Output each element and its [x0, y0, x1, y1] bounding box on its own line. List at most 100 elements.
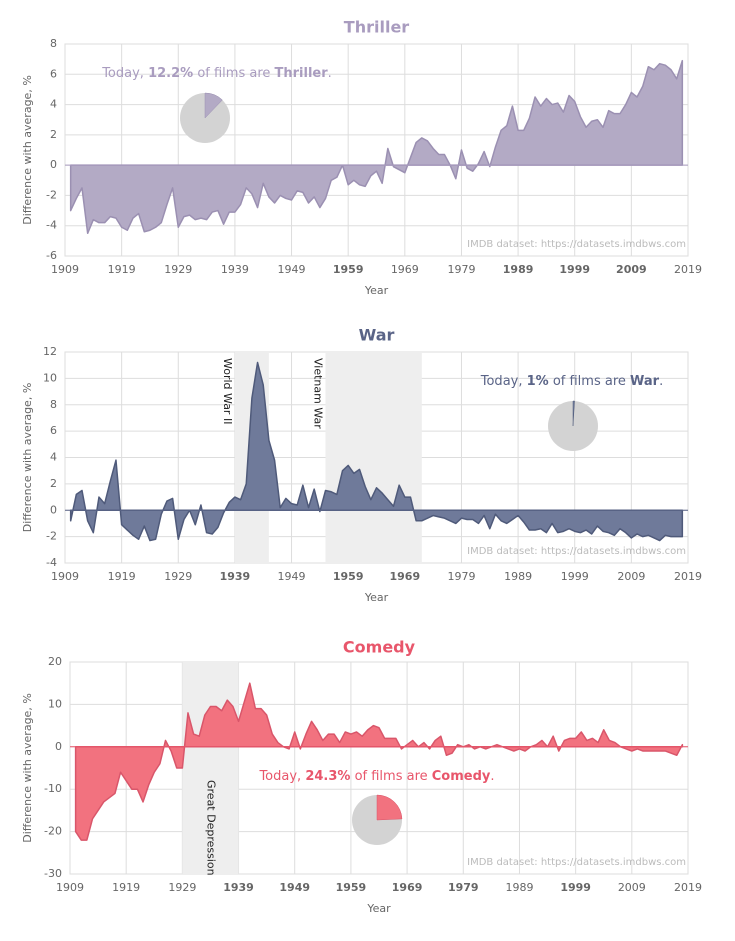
x-tick-label: 1949	[278, 570, 306, 583]
y-tick-label: 4	[50, 98, 57, 111]
x-tick-label: 2009	[617, 570, 645, 583]
y-tick-label: 2	[50, 477, 57, 490]
x-axis-label: Year	[364, 591, 389, 604]
plot-frame	[64, 43, 689, 257]
y-tick-label: -30	[44, 867, 62, 880]
x-tick-label: 1989	[505, 881, 533, 894]
y-axis-label: Difference with average, %	[21, 693, 34, 843]
x-tick-label: 1919	[108, 570, 136, 583]
note-part: Comedy	[432, 769, 491, 784]
x-tick-label: 1959	[333, 263, 364, 276]
pie-slice	[572, 400, 575, 427]
x-tick-label: 1909	[56, 881, 84, 894]
x-tick-label: 1909	[51, 570, 79, 583]
y-tick-label: 0	[55, 740, 62, 753]
x-tick-label: 1949	[279, 881, 310, 894]
y-tick-label: 20	[48, 655, 62, 668]
x-tick-label: 1939	[221, 263, 249, 276]
x-tick-label: 1939	[220, 570, 251, 583]
pie-slice	[376, 794, 403, 821]
x-tick-label: 1999	[559, 263, 590, 276]
y-tick-label: -4	[46, 219, 57, 232]
y-tick-label: -20	[44, 825, 62, 838]
x-tick-label: 1959	[336, 881, 367, 894]
y-axis-label: Difference with average, %	[21, 383, 34, 533]
source-note: IMDB dataset: https://datasets.imdbws.co…	[467, 546, 686, 557]
y-tick-label: 2	[50, 128, 57, 141]
note-part: of films are	[549, 374, 630, 389]
y-tick-label: 10	[43, 371, 57, 384]
x-tick-label: 1959	[333, 570, 364, 583]
note-part: of films are	[193, 66, 274, 81]
x-tick-label: 1969	[390, 570, 421, 583]
x-tick-label: 1999	[561, 570, 589, 583]
pie-slice	[204, 92, 223, 119]
today-note: Today, 12.2% of films are Thriller.	[101, 66, 332, 81]
source-note: IMDB dataset: https://datasets.imdbws.co…	[467, 239, 686, 250]
note-part: 12.2%	[148, 66, 193, 81]
event-band	[325, 352, 422, 563]
x-tick-label: 2009	[618, 881, 646, 894]
x-tick-label: 1989	[504, 570, 532, 583]
y-tick-label: 6	[50, 67, 57, 80]
note-part: .	[659, 374, 663, 389]
y-tick-label: 0	[50, 503, 57, 516]
today-note: Today, 1% of films are War.	[480, 374, 663, 389]
y-tick-label: 0	[50, 158, 57, 171]
x-tick-label: 1949	[278, 263, 306, 276]
x-tick-label: 1989	[503, 263, 534, 276]
area	[69, 361, 684, 542]
note-part: War	[630, 374, 660, 389]
y-tick-label: 4	[50, 451, 57, 464]
chart-title: Thriller	[344, 18, 410, 37]
x-tick-label: 1969	[392, 881, 423, 894]
note-part: 1%	[527, 374, 549, 389]
y-tick-label: 12	[43, 345, 57, 358]
x-tick-label: 1909	[51, 263, 79, 276]
source-note: IMDB dataset: https://datasets.imdbws.co…	[467, 857, 686, 868]
y-tick-label: 8	[50, 398, 57, 411]
x-tick-label: 1969	[391, 263, 419, 276]
y-tick-label: 8	[50, 37, 57, 50]
note-part: Today,	[480, 374, 527, 389]
x-tick-label: 1919	[108, 263, 136, 276]
band-label: World War II	[221, 358, 234, 424]
x-tick-label: 1979	[448, 881, 479, 894]
note-part: .	[490, 769, 494, 784]
x-tick-label: 1979	[447, 570, 475, 583]
x-tick-label: 1939	[223, 881, 254, 894]
today-note: Today, 24.3% of films are Comedy.	[258, 769, 494, 784]
y-axis-label: Difference with average, %	[21, 75, 34, 225]
y-tick-label: -4	[46, 556, 57, 569]
x-tick-label: 2019	[674, 570, 702, 583]
note-part: of films are	[350, 769, 431, 784]
x-axis-label: Year	[366, 902, 391, 915]
x-tick-label: 1929	[164, 263, 192, 276]
note-part: Today,	[101, 66, 148, 81]
y-tick-label: -10	[44, 782, 62, 795]
x-tick-label: 1999	[560, 881, 591, 894]
x-tick-label: 1929	[168, 881, 196, 894]
y-tick-label: -2	[46, 530, 57, 543]
note-part: 24.3%	[305, 769, 350, 784]
area	[74, 682, 684, 841]
note-part: Thriller	[275, 66, 329, 81]
note-part: Today,	[258, 769, 305, 784]
event-band	[182, 662, 239, 874]
x-tick-label: 2009	[616, 263, 647, 276]
chart-title: War	[359, 326, 395, 345]
y-tick-label: -6	[46, 249, 57, 262]
x-tick-label: 1919	[112, 881, 140, 894]
y-tick-label: 6	[50, 424, 57, 437]
area	[69, 59, 684, 235]
band-label: Great Depression	[204, 780, 217, 876]
x-axis-label: Year	[364, 284, 389, 297]
chart-title: Comedy	[343, 638, 416, 657]
x-tick-label: 1929	[164, 570, 192, 583]
plot-frame	[69, 661, 689, 875]
band-label: Vietnam War	[312, 358, 325, 429]
y-tick-label: 10	[48, 697, 62, 710]
x-tick-label: 2019	[674, 881, 702, 894]
x-tick-label: 1979	[447, 263, 475, 276]
